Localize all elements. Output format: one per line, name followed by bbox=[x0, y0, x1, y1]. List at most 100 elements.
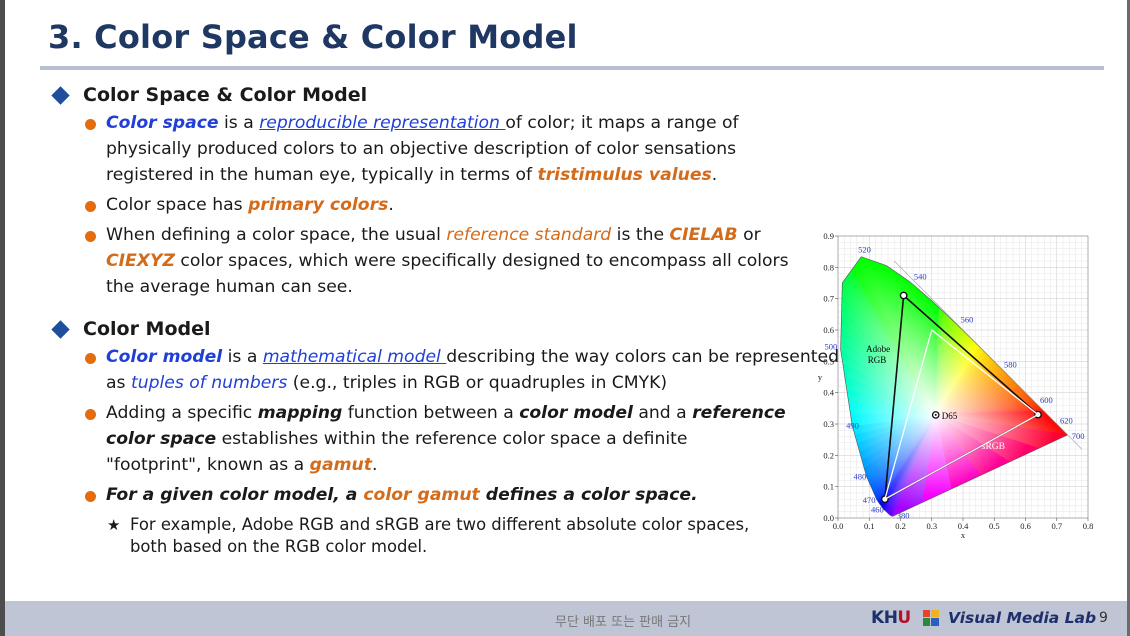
slide-title: 3. Color Space & Color Model bbox=[48, 18, 578, 56]
y-axis-label: y bbox=[818, 372, 823, 382]
text: establishes within the reference color s… bbox=[106, 429, 688, 475]
keyword-cielab: CIELAB bbox=[669, 225, 738, 245]
x-tick-label: 0.8 bbox=[1083, 521, 1094, 531]
bullet-color-model-definition: Color model is a mathematical model desc… bbox=[50, 344, 846, 396]
y-tick-label: 0.8 bbox=[823, 262, 834, 272]
color-gamut-fill bbox=[840, 256, 1068, 517]
wavelength-label: 380 bbox=[897, 511, 910, 521]
x-tick-label: 0.0 bbox=[833, 521, 844, 531]
keyword-primary-colors: primary colors bbox=[248, 195, 389, 215]
y-tick-label: 0.7 bbox=[823, 294, 834, 304]
gamut-label-adobe-rgb: Adobe bbox=[866, 344, 890, 354]
phrase-mapping: mapping bbox=[257, 403, 343, 423]
wavelength-label: 490 bbox=[846, 421, 859, 431]
keyword-ciexyz: CIEXYZ bbox=[106, 251, 175, 271]
bullet-dot-icon bbox=[85, 119, 96, 130]
gamut-triangle bbox=[883, 328, 1040, 501]
x-tick-label: 0.7 bbox=[1051, 521, 1062, 531]
gamut-label-adobe-rgb: RGB bbox=[868, 355, 887, 365]
slide-footer: 무단 배포 또는 판매 금지 KHU Visual Media Lab 9 bbox=[5, 601, 1127, 636]
text: . bbox=[371, 455, 378, 475]
phrase-tuples-of-numbers: tuples of numbers bbox=[130, 373, 288, 393]
chart-diagonal-line bbox=[894, 260, 1082, 450]
x-tick-label: 0.4 bbox=[958, 521, 969, 531]
visual-media-lab-logo-icon bbox=[923, 610, 939, 626]
text: . bbox=[711, 165, 718, 185]
bullet-dot-icon bbox=[85, 409, 96, 420]
khu-logo: KHU bbox=[871, 608, 911, 628]
y-tick-label: 0.9 bbox=[823, 231, 834, 241]
link-reproducible-representation[interactable]: reproducible representation bbox=[259, 113, 506, 133]
sub-bullet-example: ★ For example, Adobe RGB and sRGB are tw… bbox=[50, 514, 780, 558]
wavelength-label: 480 bbox=[853, 471, 866, 481]
slide-right-border bbox=[1127, 0, 1130, 636]
x-tick-label: 0.6 bbox=[1020, 521, 1031, 531]
text: defines a color space. bbox=[479, 485, 698, 505]
wavelength-label: 460 bbox=[871, 505, 884, 515]
x-tick-label: 0.3 bbox=[926, 521, 937, 531]
bullet-primary-colors: Color space has primary colors. bbox=[50, 192, 810, 218]
text: color spaces, which were specifically de… bbox=[106, 251, 789, 297]
text: is a bbox=[222, 347, 263, 367]
wavelength-label: 560 bbox=[961, 314, 974, 324]
keyword-color-model: Color model bbox=[106, 347, 223, 367]
wavelength-label: 600 bbox=[1040, 395, 1053, 405]
phrase-color-model: color model bbox=[519, 403, 633, 423]
star-bullet-icon: ★ bbox=[107, 516, 121, 534]
section-heading-color-model: Color Model bbox=[50, 318, 810, 340]
section-heading-text: Color Space & Color Model bbox=[83, 84, 368, 106]
text: describing the way colors can be represe… bbox=[106, 347, 839, 393]
title-underline bbox=[40, 66, 1104, 70]
page-number: 9 bbox=[1099, 610, 1108, 626]
y-tick-label: 0.3 bbox=[823, 419, 834, 429]
bullet-mapping-gamut: Adding a specific mapping function betwe… bbox=[50, 400, 786, 478]
slide-body: Color Space & Color Model Color space is… bbox=[50, 84, 839, 558]
wavelength-label: 500 bbox=[825, 341, 838, 351]
wavelength-label: 540 bbox=[914, 272, 927, 282]
primary-marker bbox=[899, 291, 908, 300]
text: For a given color model, a bbox=[106, 485, 364, 505]
section-heading-text: Color Model bbox=[83, 318, 211, 340]
x-tick-label: 0.1 bbox=[864, 521, 875, 531]
text: is a bbox=[218, 113, 260, 133]
white-point-center bbox=[934, 413, 937, 416]
lab-name: Visual Media Lab bbox=[948, 609, 1097, 627]
bullet-dot-icon bbox=[85, 231, 96, 242]
text: For example, Adobe RGB and sRGB are two … bbox=[130, 515, 750, 556]
x-tick-label: 0.5 bbox=[989, 521, 1000, 531]
bullet-dot-icon bbox=[85, 201, 96, 212]
text: When defining a color space, the usual bbox=[106, 225, 447, 245]
text: Color space has bbox=[106, 195, 249, 215]
text: and a bbox=[632, 403, 693, 423]
bullet-dot-icon bbox=[85, 491, 96, 502]
bullet-color-space-definition: Color space is a reproducible representa… bbox=[50, 110, 810, 188]
wavelength-label: 470 bbox=[863, 495, 876, 505]
y-tick-label: 0.2 bbox=[823, 450, 834, 460]
text: . bbox=[388, 195, 394, 215]
x-axis-label: x bbox=[961, 530, 966, 540]
diamond-bullet-icon bbox=[51, 319, 70, 339]
wavelength-label: 700 bbox=[1072, 431, 1085, 441]
wavelength-label: 620 bbox=[1060, 415, 1073, 425]
diamond-bullet-icon bbox=[51, 85, 70, 105]
text: or bbox=[737, 225, 761, 245]
keyword-tristimulus-values: tristimulus values bbox=[537, 165, 712, 185]
y-tick-label: 0.1 bbox=[823, 482, 834, 492]
wavelength-label: 580 bbox=[1004, 359, 1017, 369]
gamut-label-srgb: sRGB bbox=[982, 442, 1005, 452]
text: is the bbox=[611, 225, 670, 245]
keyword-gamut: gamut bbox=[309, 455, 372, 475]
link-mathematical-model[interactable]: mathematical model bbox=[262, 347, 447, 367]
y-tick-label: 0.4 bbox=[823, 388, 834, 398]
x-tick-label: 0.2 bbox=[895, 521, 906, 531]
text: of color; it maps a range of physically … bbox=[106, 113, 739, 185]
y-tick-label: 0.5 bbox=[823, 356, 834, 366]
slide-left-border bbox=[0, 0, 5, 636]
phrase-reference-standard: reference standard bbox=[446, 225, 612, 245]
text: Adding a specific bbox=[106, 403, 258, 423]
white-point-label: D65 bbox=[942, 411, 958, 421]
bullet-reference-standard: When defining a color space, the usual r… bbox=[50, 222, 810, 300]
section-heading-color-space: Color Space & Color Model bbox=[50, 84, 810, 106]
text: function between a bbox=[342, 403, 520, 423]
